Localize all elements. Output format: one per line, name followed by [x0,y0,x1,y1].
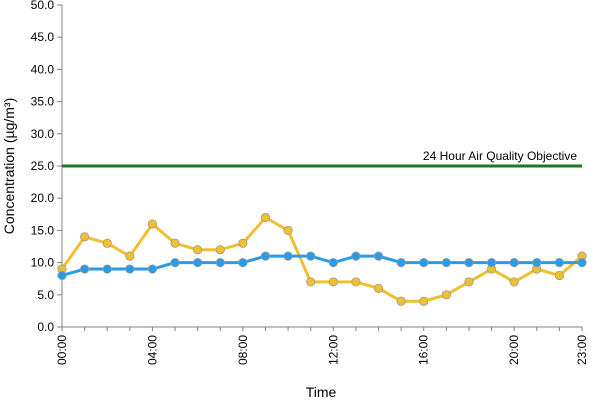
data-point [170,257,180,268]
reference-line-group: 24 Hour Air Quality Objective [62,149,582,168]
series-2 [57,251,587,281]
data-point [396,296,406,306]
data-point [215,245,225,255]
data-point [306,251,316,261]
data-point [193,257,203,268]
data-point [238,257,248,268]
data-point [532,257,542,268]
data-point [373,251,384,261]
data-point [554,257,564,268]
x-tick-label: 12:00 [326,335,340,365]
data-point [193,245,203,255]
data-point [125,251,135,261]
y-tick-label: 50.0 [31,0,55,12]
data-point [577,257,587,268]
data-point [509,277,519,287]
data-point [147,219,158,229]
data-point [215,257,225,268]
y-axis-title: Concentration (µg/m³) [1,98,17,234]
y-tick-label: 10.0 [31,256,55,270]
x-tick-label: 23:00 [575,335,589,365]
y-tick-label: 15.0 [31,223,55,237]
data-point [170,238,180,248]
data-point [260,251,271,261]
data-point [80,232,90,242]
data-point [102,264,112,274]
data-point [260,212,271,223]
data-point [441,290,451,300]
x-axis-ticks: 00:00 04:00 08:00 12:00 16:00 20:00 23:00 [55,327,589,365]
data-point [328,277,338,287]
data-point [396,257,406,268]
data-point [283,251,293,261]
data-point [419,296,429,306]
data-point [373,283,384,293]
series-group [57,212,587,306]
data-point [147,264,158,274]
x-tick-label: 04:00 [145,335,159,365]
data-point [328,257,338,268]
x-axis-title: Time [306,384,337,400]
data-point [441,257,451,268]
y-axis-ticks: 0.0 5.0 10.0 15.0 20.0 25.0 30.0 35.0 40.0 45.0 50… [31,0,62,334]
y-tick-label: 20.0 [31,191,55,205]
data-point [238,238,248,248]
data-point [509,257,519,268]
data-point [57,270,67,281]
y-tick-label: 40.0 [31,62,55,76]
y-tick-label: 0.0 [37,320,54,334]
y-tick-label: 25.0 [31,159,55,173]
air-quality-objective-label: 24 Hour Air Quality Objective [423,149,577,163]
data-point [283,225,293,235]
data-point [102,238,112,248]
x-tick-label: 08:00 [236,335,250,365]
data-point [464,277,474,287]
y-tick-label: 5.0 [37,288,54,302]
data-point [125,264,135,274]
data-point [351,277,361,287]
y-tick-label: 45.0 [31,30,55,44]
data-point [486,257,497,268]
data-point [80,264,90,274]
data-point [306,277,316,287]
series-1 [57,212,587,306]
y-tick-label: 30.0 [31,127,55,141]
x-tick-label: 16:00 [417,335,431,365]
y-tick-label: 35.0 [31,95,55,109]
x-tick-label: 00:00 [55,335,69,365]
data-point [351,251,361,261]
x-tick-label: 20:00 [507,335,521,365]
series-line [61,254,582,277]
data-point [419,257,429,268]
data-point [464,257,474,268]
data-point [554,270,564,281]
